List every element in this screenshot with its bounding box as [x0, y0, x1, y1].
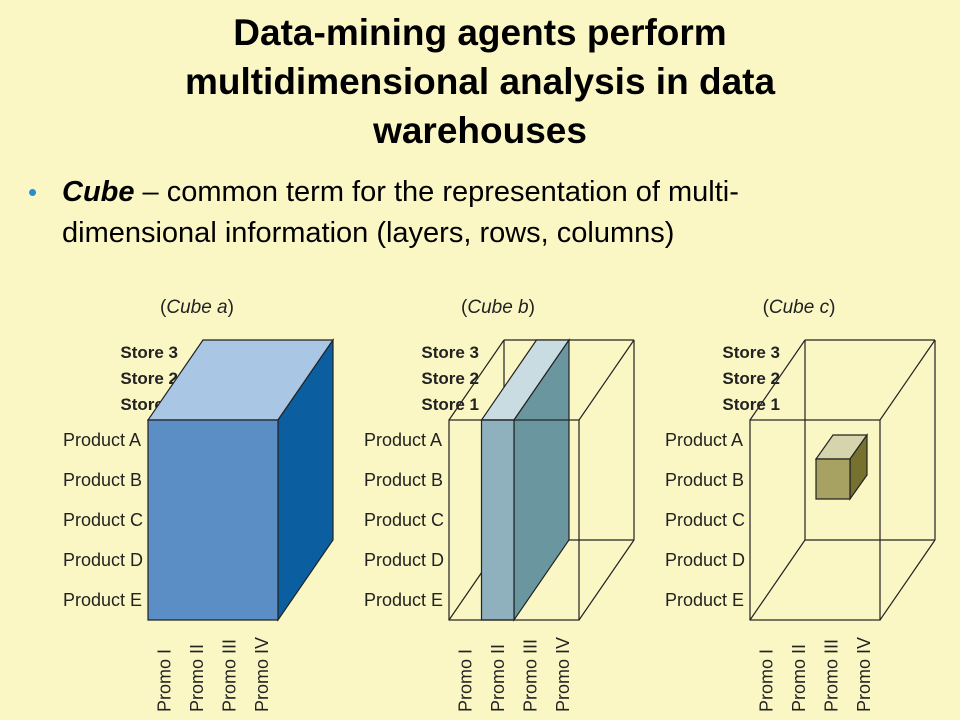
cube-edge	[879, 339, 936, 421]
product-label: Product A	[63, 430, 141, 450]
store-label: Store 1	[421, 395, 479, 414]
cube-c-subcube-front	[815, 458, 851, 500]
product-label: Product E	[364, 590, 443, 610]
product-label: Product C	[364, 510, 444, 530]
store-label: Store 2	[120, 369, 178, 388]
promo-label: Promo II	[187, 644, 207, 712]
promo-label: Promo I	[154, 649, 174, 712]
title-line-1: Data-mining agents perform	[233, 12, 727, 53]
promo-label: Promo IV	[854, 637, 874, 712]
product-label: Product B	[364, 470, 443, 490]
cube-edge	[578, 539, 635, 621]
promo-label: Promo I	[756, 649, 776, 712]
cube-edge	[879, 539, 936, 621]
product-label: Product B	[63, 470, 142, 490]
cube-diagram-b: (Cube b) Store 3 Store 2 Store 1 Product A Pr…	[364, 297, 635, 712]
cube-edge	[749, 539, 806, 621]
product-label: Product D	[665, 550, 745, 570]
product-label: Product D	[364, 550, 444, 570]
promo-label: Promo III	[520, 639, 540, 712]
product-label: Product A	[665, 430, 743, 450]
product-label: Product A	[364, 430, 442, 450]
store-label: Store 3	[722, 343, 780, 362]
product-label: Product E	[63, 590, 142, 610]
bullet-text-line-1: – common term for the representation of …	[134, 176, 739, 208]
title-line-3: warehouses	[373, 110, 587, 151]
bullet-text: Cube – common term for the representatio…	[62, 172, 938, 254]
promo-label: Promo III	[821, 639, 841, 712]
cube-b-slice-front	[480, 419, 515, 621]
store-label: Store 3	[421, 343, 479, 362]
title-line-2: multidimensional analysis in data	[184, 61, 776, 102]
store-label: Store 2	[421, 369, 479, 388]
store-label: Store 3	[120, 343, 178, 362]
cube-edge	[448, 339, 505, 421]
promo-label: Promo IV	[252, 637, 272, 712]
bullet-term: Cube	[62, 176, 135, 208]
cube-caption: (Cube c)	[763, 297, 836, 318]
bullet-point: • Cube – common term for the representat…	[28, 172, 938, 254]
product-label: Product E	[665, 590, 744, 610]
cube-caption: (Cube a)	[160, 297, 234, 318]
promo-label: Promo IV	[553, 637, 573, 712]
cube-edge	[578, 339, 635, 421]
bullet-text-line-2: dimensional information (layers, rows, c…	[62, 217, 675, 249]
cube-a-front-face	[147, 419, 279, 621]
promo-label: Promo II	[789, 644, 809, 712]
cube-front-face	[749, 419, 881, 621]
product-label: Product C	[665, 510, 745, 530]
promo-label: Promo II	[488, 644, 508, 712]
cube-diagram-c: (Cube c) Store 3 Store 2 Store 1 Product A Pr…	[665, 297, 936, 712]
cube-edge	[749, 339, 806, 421]
product-label: Product B	[665, 470, 744, 490]
promo-label: Promo I	[455, 649, 475, 712]
promo-label: Promo III	[219, 639, 239, 712]
bullet-icon: •	[28, 177, 38, 207]
product-label: Product C	[63, 510, 143, 530]
store-label: Store 1	[722, 395, 780, 414]
cube-caption: (Cube b)	[461, 297, 535, 318]
product-label: Product D	[63, 550, 143, 570]
slide-title: Data-mining agents perform multidimensio…	[40, 8, 920, 155]
store-label: Store 2	[722, 369, 780, 388]
cube-front-face	[448, 419, 580, 621]
